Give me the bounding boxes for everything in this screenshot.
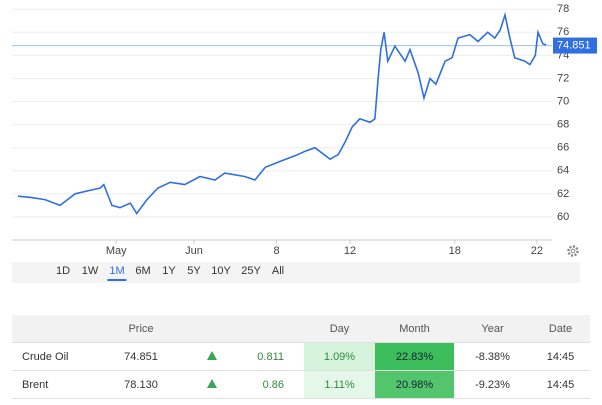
range-button[interactable]: All	[271, 265, 285, 277]
y-tick-label: 62	[557, 188, 569, 200]
table-cell: 0.811	[242, 342, 304, 371]
range-button[interactable]: 5Y	[187, 265, 201, 277]
price-line	[17, 11, 547, 215]
y-tick-label: 64	[557, 165, 569, 177]
column-header: Date	[531, 315, 590, 343]
range-button[interactable]: 1M	[107, 265, 127, 281]
column-header: Month	[375, 315, 454, 343]
trend-icon	[182, 370, 242, 399]
table-cell: 78.130	[100, 370, 182, 399]
table-cell: 1.11%	[304, 370, 375, 399]
column-header: Price	[100, 315, 182, 343]
range-button[interactable]: 10Y	[211, 265, 231, 277]
table-row: Crude Oil 74.851 0.811 1.09% 22.83% -8.38% 14:…	[12, 342, 590, 371]
x-tick-label: May	[106, 245, 127, 257]
y-tick-label: 66	[557, 142, 569, 154]
x-tick-label: 18	[449, 245, 461, 257]
column-header	[242, 315, 304, 343]
last-value-label: 74.851	[557, 39, 591, 51]
table-cell: Crude Oil	[12, 342, 100, 371]
table-cell: -8.38%	[454, 342, 531, 371]
table-cell: 20.98%	[375, 370, 454, 399]
table-cell: 14:45	[531, 342, 590, 371]
column-header	[12, 315, 100, 343]
quote-table: Price Day Month Year Date Crude Oil 74.851 0.81…	[12, 315, 590, 399]
range-selector: 1D 1W 1M 6M 1Y 5Y 10Y 25Y All	[12, 262, 580, 283]
table-row: Brent 78.130 0.86 1.11% 20.98% -9.23% 14:45	[12, 370, 590, 399]
up-arrow	[207, 378, 217, 388]
x-tick-label: 8	[274, 245, 280, 257]
table-cell: 1.09%	[304, 342, 375, 371]
trend-icon	[182, 342, 242, 371]
range-button[interactable]: 1Y	[162, 265, 176, 277]
x-tick-label: 12	[344, 245, 356, 257]
table-cell: 22.83%	[375, 342, 454, 371]
x-tick-label: 22	[531, 245, 543, 257]
table-cell: 74.851	[100, 342, 182, 371]
y-tick-label: 76	[557, 26, 569, 38]
y-tick-label: 78	[557, 3, 569, 15]
table-cell: 14:45	[531, 370, 590, 399]
x-tick-label: Jun	[185, 245, 203, 257]
y-tick-label: 68	[557, 119, 569, 131]
range-button[interactable]: 1W	[81, 265, 99, 277]
table-cell: Brent	[12, 370, 100, 399]
y-tick-label: 70	[557, 95, 569, 107]
y-tick-label: 72	[557, 72, 569, 84]
table-cell: 0.86	[242, 370, 304, 399]
range-button[interactable]: 6M	[135, 265, 151, 277]
column-header	[182, 315, 242, 343]
up-arrow	[207, 350, 217, 360]
column-header: Day	[304, 315, 375, 343]
settings-icon[interactable]	[567, 245, 579, 257]
y-tick-label: 60	[557, 211, 569, 223]
last-value-box	[553, 37, 597, 54]
range-button[interactable]: 25Y	[241, 265, 261, 277]
table-cell: -9.23%	[454, 370, 531, 399]
plot-area	[12, 0, 552, 240]
range-button[interactable]: 1D	[55, 265, 71, 277]
column-header: Year	[454, 315, 531, 343]
